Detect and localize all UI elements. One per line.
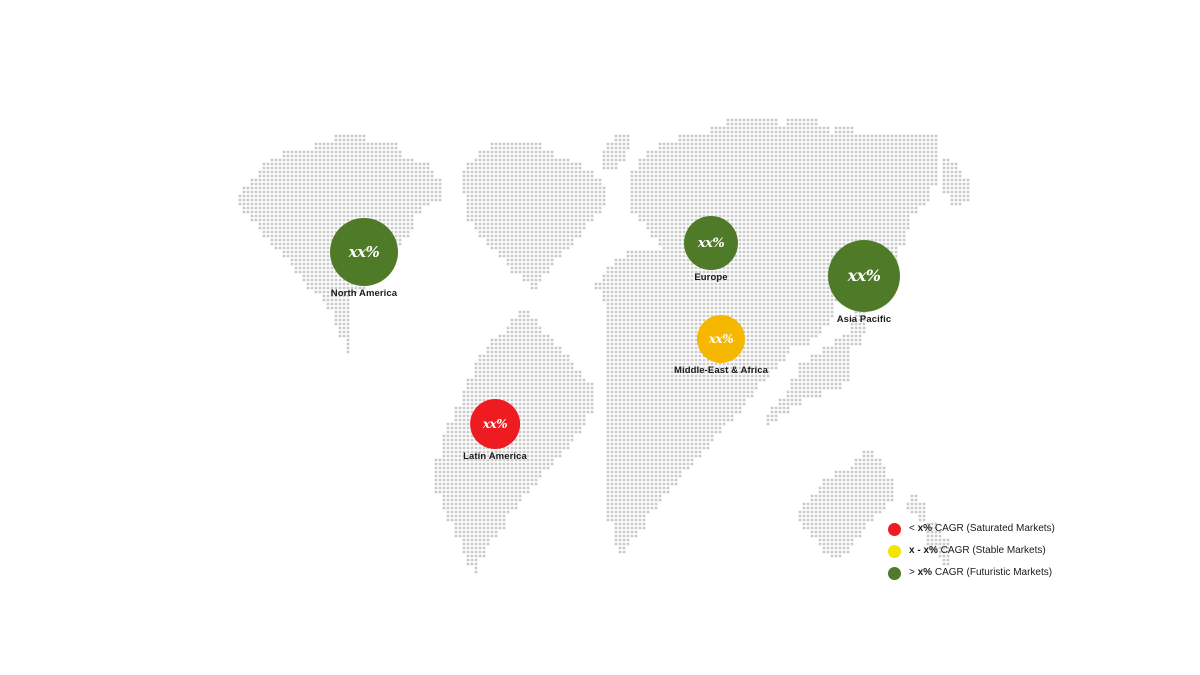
region-label-europe: Europe	[694, 272, 728, 283]
legend-suffix-futuristic: CAGR (Futuristic Markets)	[932, 567, 1053, 578]
legend-dot-stable-icon	[888, 544, 901, 558]
legend-suffix-saturated: CAGR (Saturated Markets)	[932, 523, 1055, 534]
legend-value-futuristic: x%	[917, 567, 933, 578]
bubble-circle-middle-east-africa[interactable]: xx%	[697, 315, 745, 363]
bubble-value-latin-america: xx%	[482, 417, 508, 431]
legend-row-futuristic: > x% CAGR (Futuristic Markets)	[888, 562, 1055, 584]
legend-prefix-futuristic: >	[909, 567, 918, 578]
bubble-circle-latin-america[interactable]: xx%	[470, 399, 520, 449]
legend-suffix-stable: CAGR (Stable Markets)	[937, 545, 1046, 556]
legend-value-saturated: x%	[917, 523, 933, 534]
legend-value-stable: x - x%	[909, 545, 938, 556]
bubble-value-middle-east-africa: xx%	[708, 332, 734, 346]
region-label-north-america: North America	[330, 288, 398, 299]
legend-row-stable: x - x% CAGR (Stable Markets)	[888, 540, 1055, 562]
region-bubble-north-america[interactable]: xx% North America	[330, 218, 398, 299]
bubble-circle-europe[interactable]: xx%	[684, 216, 738, 270]
region-bubble-europe[interactable]: xx% Europe	[684, 216, 738, 283]
bubble-value-north-america: xx%	[348, 242, 380, 261]
legend: < x% CAGR (Saturated Markets) x - x% CAGR…	[888, 518, 1055, 584]
map-dots	[238, 118, 970, 574]
region-bubble-asia-pacific[interactable]: xx% Asia Pacific	[828, 240, 900, 325]
map-dot-layer	[238, 118, 970, 574]
legend-dot-futuristic-icon	[888, 566, 901, 580]
legend-prefix-saturated: <	[909, 523, 918, 534]
region-label-latin-america: Latin America	[463, 451, 527, 462]
legend-label-saturated: < x% CAGR (Saturated Markets)	[909, 523, 1055, 535]
legend-dot-saturated-icon	[888, 522, 901, 536]
region-bubble-middle-east-africa[interactable]: xx% Middle-East & Africa	[674, 315, 768, 376]
legend-row-saturated: < x% CAGR (Saturated Markets)	[888, 518, 1055, 540]
bubble-value-asia-pacific: xx%	[847, 266, 881, 285]
region-bubble-latin-america[interactable]: xx% Latin America	[463, 399, 527, 462]
region-label-asia-pacific: Asia Pacific	[836, 314, 892, 325]
legend-label-futuristic: > x% CAGR (Futuristic Markets)	[909, 567, 1052, 579]
region-label-middle-east-africa: Middle-East & Africa	[673, 365, 769, 376]
bubble-circle-asia-pacific[interactable]: xx%	[828, 240, 900, 312]
legend-label-stable: x - x% CAGR (Stable Markets)	[909, 545, 1046, 557]
bubble-value-europe: xx%	[697, 235, 725, 251]
bubble-circle-north-america[interactable]: xx%	[330, 218, 398, 286]
